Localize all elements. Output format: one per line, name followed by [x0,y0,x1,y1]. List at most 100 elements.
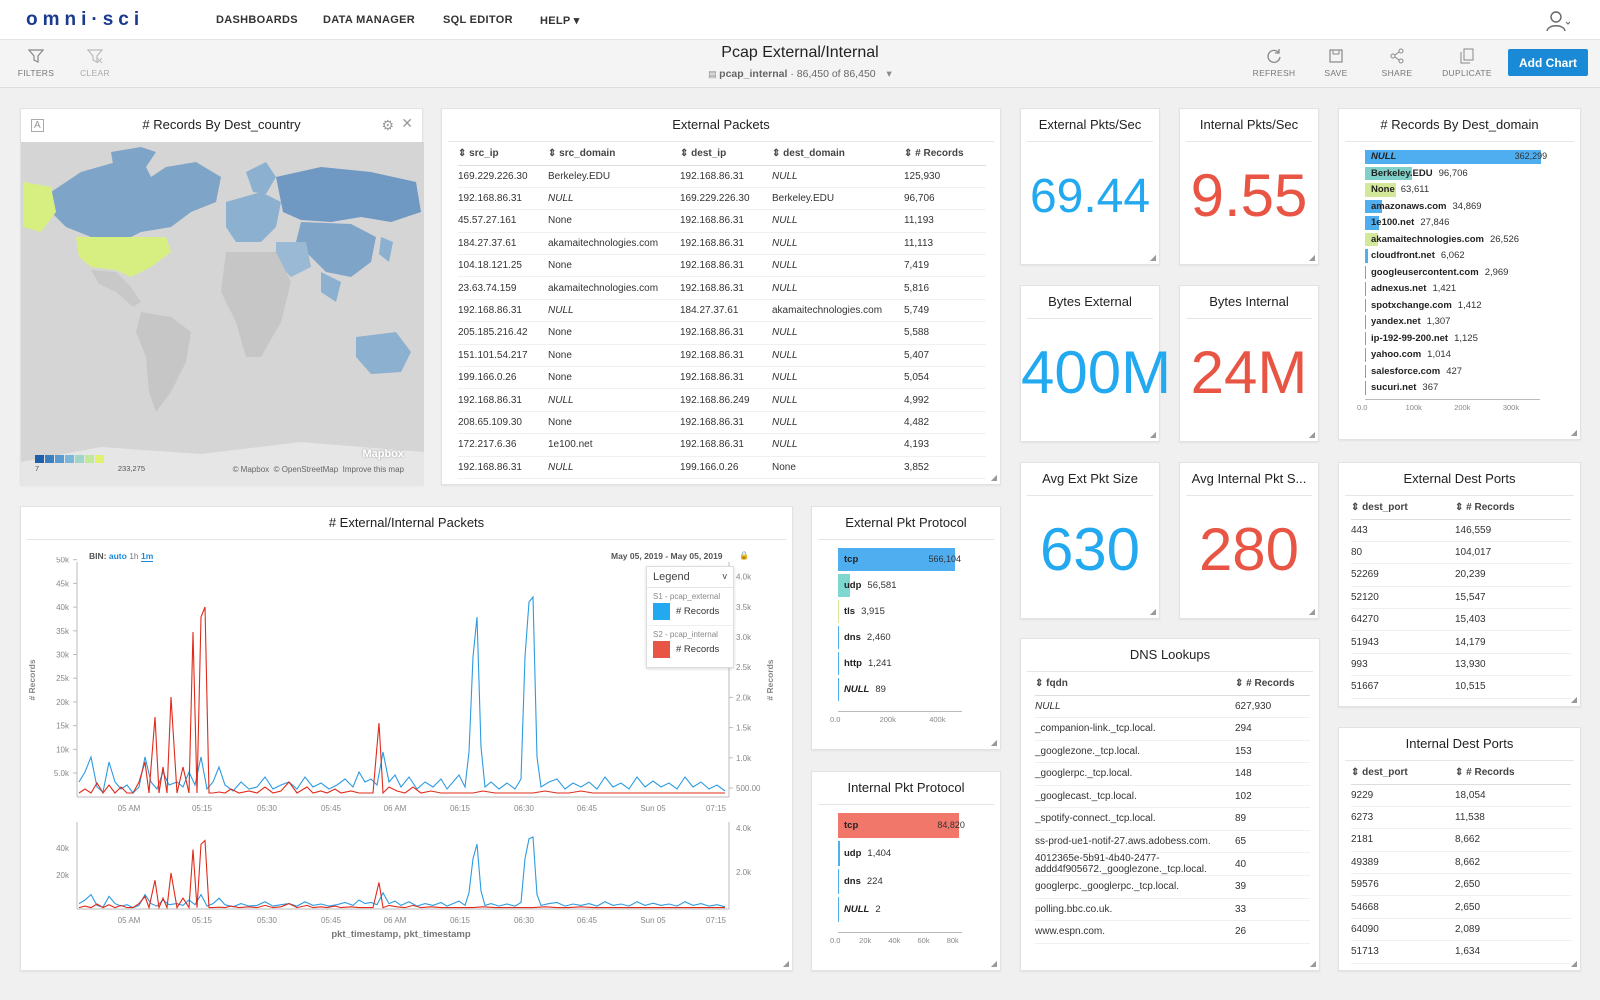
map-attribution[interactable]: © Mapbox © OpenStreetMap Improve this ma… [233,465,404,474]
table-row[interactable]: 80 104,017 [1351,541,1571,565]
table-row[interactable]: 192.168.86.31 NULL 192.168.86.249 NULL 4,992 [458,388,986,412]
bar[interactable] [838,652,839,675]
bar[interactable] [1365,364,1366,378]
user-icon[interactable] [1546,10,1571,37]
date-range[interactable]: May 05, 2019 - May 05, 2019 [611,551,723,561]
world-choropleth-map[interactable] [21,142,424,486]
refresh-button[interactable]: REFRESH [1247,48,1301,78]
share-button[interactable]: SHARE [1370,48,1424,78]
table-row[interactable]: _companion-link._tcp.local. 294 [1035,717,1310,741]
omnisci-logo[interactable]: omni·sci [26,9,145,30]
table-row[interactable]: 205.185.216.42 None 192.168.86.31 NULL 5,588 [458,321,986,345]
bar[interactable] [1365,216,1379,230]
int-ports-panel[interactable]: Internal Dest Ports ⇕ dest_port ⇕ # Reco… [1338,727,1581,971]
bar[interactable] [838,574,850,597]
duplicate-button[interactable]: DUPLICATE [1437,48,1497,78]
nav-dashboards[interactable]: DASHBOARDS [216,14,298,26]
line-chart[interactable]: 5.0k 10k 15k 20k 25k 30k 35k 40k 45k 50k 500.00 1.0… [21,557,792,970]
bar[interactable] [1365,199,1382,213]
kpi-panel[interactable]: Avg Ext Pkt Size 630 ◢ [1020,462,1160,619]
bar[interactable] [838,813,959,838]
attribution-improve[interactable]: Improve this map [342,465,404,474]
table-row[interactable]: 6273 11,538 [1351,806,1571,830]
kpi-panel[interactable]: Internal Pkts/Sec 9.55 ◢ [1179,108,1319,265]
col-header[interactable]: ⇕ # Records [1235,673,1310,696]
table-row[interactable]: 199.166.0.26 None 192.168.86.31 NULL 5,054 [458,366,986,390]
dest-domain-panel[interactable]: # Records By Dest_domain NULL 362,299 Berk… [1338,108,1581,440]
col-header[interactable]: ⇕ fqdn [1035,673,1235,696]
bar[interactable] [1365,183,1396,197]
table-row[interactable]: 208.65.109.30 None 192.168.86.31 NULL 4,482 [458,411,986,435]
table-row[interactable]: polling.bbc.co.uk. 33 [1035,898,1310,921]
lock-icon[interactable]: 🔒 [739,551,749,560]
close-icon[interactable]: ✕ [401,115,413,131]
table-row[interactable]: 64270 15,403 [1351,608,1571,632]
col-header[interactable]: ⇕ # Records [1455,762,1571,785]
ext-protocol-panel[interactable]: External Pkt Protocol tcp 566,104 udp 56,58… [811,506,1001,750]
dashboard-source[interactable]: ▤ pcap_internal · 86,450 of 86,450 ▾ [0,68,1600,80]
kpi-panel[interactable]: Avg Internal Pkt S... 280 ◢ [1179,462,1319,619]
bar[interactable] [838,626,839,649]
col-header[interactable]: ⇕ src_domain [548,143,680,166]
nav-data-manager[interactable]: DATA MANAGER [323,14,415,26]
add-chart-button[interactable]: Add Chart [1508,49,1588,76]
chevron-down-icon[interactable]: v [722,571,728,581]
ext-ports-panel[interactable]: External Dest Ports ⇕ dest_port ⇕ # Reco… [1338,462,1581,707]
table-row[interactable]: 4012365e-5b91-4b40-2477-addd4f905672._go… [1035,852,1310,876]
table-row[interactable]: 192.168.86.31 NULL 199.166.0.26 None 3,852 [458,456,986,479]
series-external[interactable] [78,595,726,794]
table-row[interactable]: 52269 20,239 [1351,563,1571,587]
table-row[interactable]: 59576 2,650 [1351,873,1571,897]
table-row[interactable]: 49389 8,662 [1351,851,1571,875]
table-row[interactable]: 52120 15,547 [1351,586,1571,610]
gear-icon[interactable]: ⚙ [381,117,394,133]
bar[interactable] [838,841,840,866]
col-header[interactable]: ⇕ dest_port [1351,497,1455,520]
bar[interactable] [1365,331,1366,345]
mini-series-internal[interactable] [78,839,725,910]
bar[interactable] [1365,232,1378,246]
col-header[interactable]: ⇕ src_ip [458,143,548,166]
bar[interactable] [1365,265,1367,279]
dns-panel[interactable]: DNS Lookups ⇕ fqdn ⇕ # Records NULL 627,9… [1020,638,1320,971]
table-row[interactable]: 45.57.27.161 None 192.168.86.31 NULL 11,193 [458,209,986,233]
table-row[interactable]: 151.101.54.217 None 192.168.86.31 NULL 5,407 [458,344,986,368]
table-row[interactable]: ss-prod-ue1-notif-27.aws.adobess.com. 65 [1035,830,1310,853]
bar[interactable] [1365,315,1366,329]
dashboard-title[interactable]: Pcap External/Internal [721,44,879,61]
table-row[interactable]: _googlezone._tcp.local. 153 [1035,740,1310,763]
bar[interactable] [1365,298,1366,312]
kpi-panel[interactable]: Bytes Internal 24M ◢ [1179,285,1319,442]
bar[interactable] [1365,249,1368,263]
bar[interactable] [838,600,839,623]
kpi-panel[interactable]: Bytes External 400M ◢ [1020,285,1171,442]
col-header[interactable]: ⇕ dest_domain [772,143,904,166]
save-button[interactable]: SAVE [1309,48,1363,78]
table-row[interactable]: 51713 1,634 [1351,940,1571,964]
col-header[interactable]: ⇕ dest_ip [680,143,772,166]
bin-auto[interactable]: auto [108,551,127,561]
clear-button[interactable]: CLEAR [68,48,122,78]
bar[interactable] [838,678,839,701]
table-row[interactable]: 54668 2,650 [1351,895,1571,919]
table-row[interactable]: 993 13,930 [1351,653,1571,677]
bin-1m[interactable]: 1m [141,551,154,562]
table-row[interactable]: _googlecast._tcp.local. 102 [1035,785,1310,808]
external-packets-panel[interactable]: External Packets ⇕ src_ip ⇕ src_domain ⇕… [441,108,1001,485]
table-row[interactable]: 23.63.74.159 akamaitechnologies.com 192.16… [458,276,986,300]
table-row[interactable]: 104.18.121.25 None 192.168.86.31 NULL 7,419 [458,254,986,278]
bar[interactable] [838,869,839,894]
bar[interactable] [1365,348,1366,362]
bar[interactable] [838,897,839,922]
table-row[interactable]: _googlerpc._tcp.local. 148 [1035,762,1310,786]
map-panel[interactable]: A # Records By Dest_country ⚙ ✕ [20,108,424,486]
table-row[interactable]: 9229 18,054 [1351,784,1571,807]
series-internal[interactable] [78,606,725,795]
table-row[interactable]: 51943 14,179 [1351,630,1571,654]
table-row[interactable]: googlerpc._googlerpc._tcp.local. 39 [1035,875,1310,899]
bar[interactable] [838,548,955,571]
bin-1h[interactable]: 1h [129,551,139,561]
bar[interactable] [1365,381,1366,395]
int-protocol-panel[interactable]: Internal Pkt Protocol tcp 84,820 udp 1,404 d… [811,771,1001,971]
legend-box[interactable]: Legend v S1 - pcap_external # Records S2 … [646,566,734,668]
